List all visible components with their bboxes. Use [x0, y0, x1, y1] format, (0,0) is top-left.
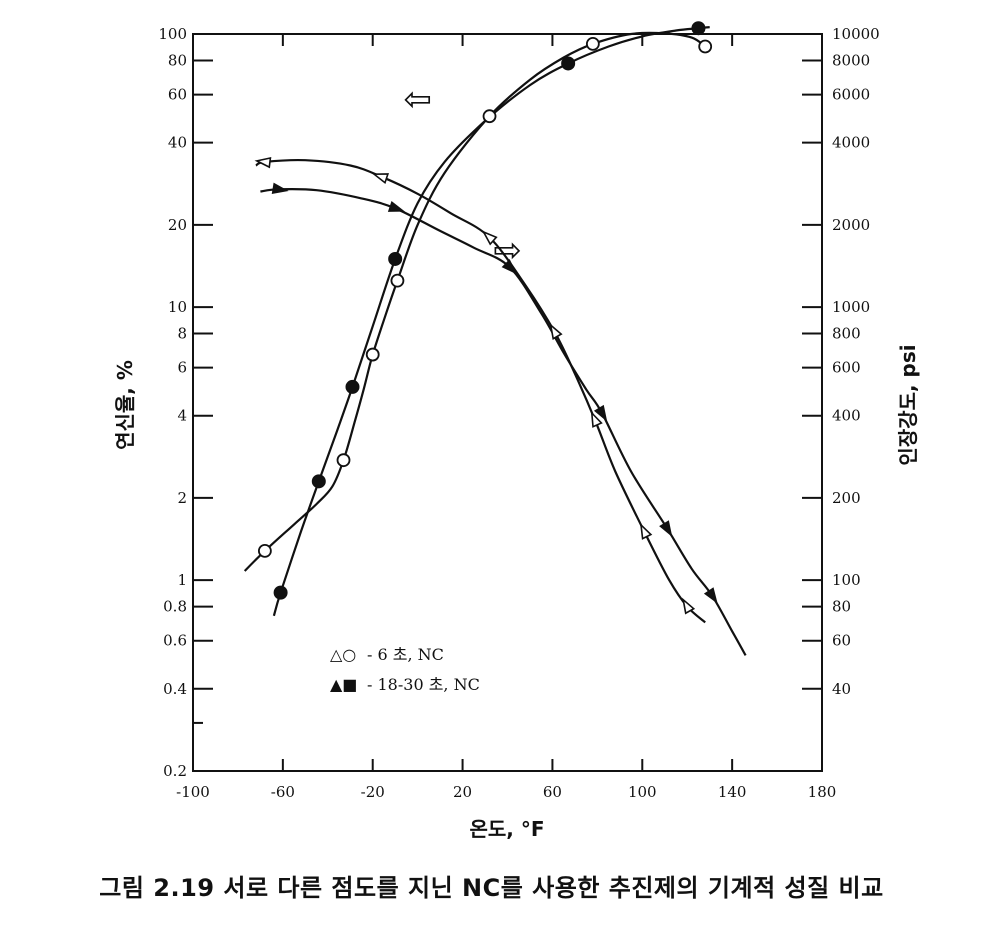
series-3-point [590, 410, 603, 428]
y-right-tick-label: 100 [832, 571, 861, 589]
series-3-point [371, 173, 390, 185]
y-right-tick-label: 4000 [832, 134, 870, 152]
y-left-tick-label: 0.6 [163, 632, 187, 650]
x-axis-label: 온도, °F [469, 817, 544, 841]
y-left-tick-label: 6 [177, 359, 187, 377]
legend-label-1: - 6 초, NC [367, 645, 444, 664]
y-right-tick-label: 1000 [832, 298, 870, 316]
legend-symbols-1: △○ [330, 645, 356, 664]
y-right-tick-label: 2000 [832, 216, 870, 234]
y-right-tick-label: 800 [832, 325, 861, 343]
legend-symbols-2: ▲■ [330, 675, 357, 694]
legend: △○ - 6 초, NC ▲■ - 18-30 초, NC [330, 645, 480, 694]
axes-layer: -100 -60 -20 20 60 100 140 180 0.2 0.4 0.6 0.8 1 2 4 6 8… [158, 25, 879, 801]
y-left-tick-label: 0.2 [163, 762, 187, 780]
series-3-point [481, 230, 498, 246]
series-3-point [549, 323, 563, 340]
series-3-point [254, 156, 272, 169]
series-4-point [501, 259, 518, 275]
curves-layer [243, 26, 747, 656]
markers-layer [254, 21, 718, 615]
x-tick-label: 180 [808, 783, 837, 801]
series-1-point [482, 109, 497, 124]
y-axis-right-label: 인장강도, psi [896, 344, 920, 465]
y-left-tick-label: 8 [177, 325, 187, 343]
y-axis-left-label: 연신율, % [113, 360, 137, 450]
x-tick-label: 20 [453, 783, 472, 801]
y-right-tick-label: 200 [832, 489, 861, 507]
series-1-point [698, 39, 713, 54]
series-4-curve [260, 187, 747, 656]
y-left-tick-label: 20 [168, 216, 187, 234]
series-4-point [703, 587, 718, 604]
series-2-point [561, 56, 576, 71]
y-left-tick-label: 0.8 [163, 598, 187, 616]
series-4-point [271, 182, 289, 194]
series-2-point [273, 585, 288, 600]
series-2-point [388, 251, 403, 266]
series-3-point [682, 597, 696, 615]
y-left-tick-label: 2 [177, 489, 187, 507]
y-right-tick-label: 600 [832, 359, 861, 377]
series-1-point [336, 453, 351, 468]
y-left-tick-label: 4 [177, 407, 187, 425]
series-2-point [345, 379, 360, 394]
chart: -100 -60 -20 20 60 100 140 180 0.2 0.4 0.6 0.8 1 2 4 6 8… [113, 21, 920, 841]
y-right-tick-label: 10000 [832, 25, 880, 43]
series-2-point [691, 21, 706, 36]
y-right-tick-label: 6000 [832, 86, 870, 104]
y-left-tick-label: 60 [168, 86, 187, 104]
y-left-tick-label: 1 [177, 571, 187, 589]
y-left-tick-label: 0.4 [163, 680, 187, 698]
y-left-tick-label: 10 [168, 298, 187, 316]
series-2-point [311, 474, 326, 489]
series-3-point [639, 522, 653, 540]
series-1-point [390, 273, 405, 288]
plot-frame [192, 33, 823, 772]
figure-caption: 그림 2.19 서로 다른 점도를 지닌 NC를 사용한 추진제의 기계적 성질… [99, 874, 884, 902]
series-1-point [257, 543, 272, 558]
x-tick-label: -60 [271, 783, 295, 801]
x-tick-label: 100 [628, 783, 657, 801]
x-tick-label: -100 [176, 783, 210, 801]
series-1-curve [243, 31, 706, 572]
y-left-tick-label: 100 [158, 25, 187, 43]
y-left-tick-label: 40 [168, 134, 187, 152]
series-4-point [387, 200, 406, 212]
legend-label-2: - 18-30 초, NC [367, 675, 480, 694]
y-right-tick-label: 8000 [832, 51, 870, 69]
y-right-tick-label: 80 [832, 598, 851, 616]
left-arrow-symbol: ⇦ [403, 80, 432, 120]
series-1-point [585, 36, 600, 51]
right-arrow-symbol: ⇨ [493, 230, 522, 270]
series-3-curve [255, 158, 706, 624]
y-right-tick-label: 400 [832, 407, 861, 425]
x-tick-label: 60 [543, 783, 562, 801]
series-4-point [593, 404, 608, 422]
x-tick-label: 140 [718, 783, 747, 801]
annotations-layer: ⇦⇨ [403, 80, 521, 271]
series-4-point [659, 520, 673, 538]
y-right-tick-label: 40 [832, 680, 851, 698]
series-1-point [365, 347, 380, 362]
x-tick-label: -20 [361, 783, 385, 801]
y-left-tick-label: 80 [168, 51, 187, 69]
y-right-tick-label: 60 [832, 632, 851, 650]
